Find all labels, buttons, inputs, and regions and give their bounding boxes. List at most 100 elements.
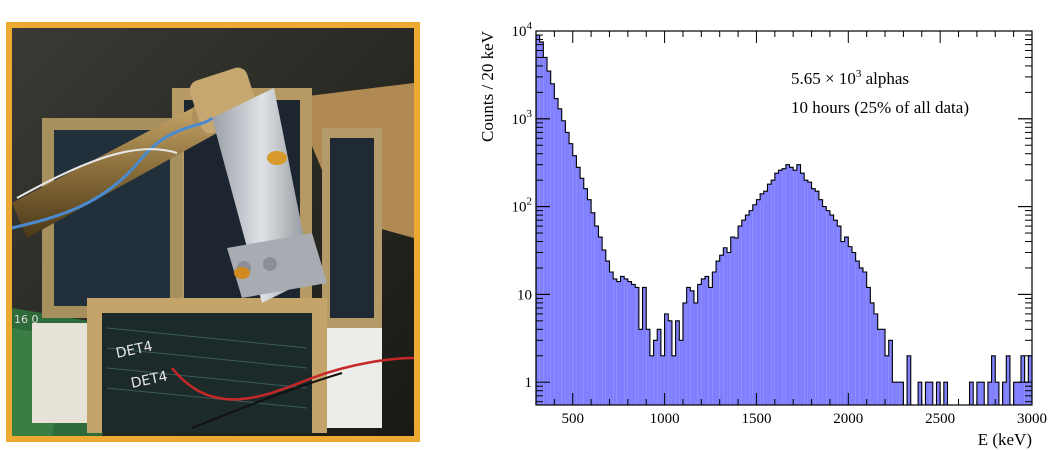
histogram-bin xyxy=(598,237,603,405)
annotation-exponent: 3 xyxy=(856,68,862,80)
tick-marks xyxy=(535,30,1033,405)
histogram-bin xyxy=(907,355,911,405)
x-tick-label: 1000 xyxy=(650,411,680,427)
histogram-bin xyxy=(859,267,863,405)
histogram-bin xyxy=(804,180,808,405)
histogram-bin xyxy=(793,170,797,405)
histogram-bin xyxy=(565,132,570,405)
histogram-bin xyxy=(602,250,606,405)
histogram-bin xyxy=(774,173,779,405)
histogram-bin xyxy=(848,246,852,405)
histogram-bin xyxy=(616,281,621,405)
histogram-bin xyxy=(749,210,753,405)
y-tick-label: 102 xyxy=(512,196,533,216)
histogram-bin xyxy=(936,382,941,405)
histogram-bin xyxy=(1006,355,1010,405)
histogram-bin xyxy=(716,261,720,405)
histogram-bin xyxy=(943,382,948,405)
histogram-bin xyxy=(829,215,834,405)
histogram-bin xyxy=(760,193,764,405)
histogram-bin xyxy=(627,281,632,405)
x-tick-label: 500 xyxy=(561,411,584,427)
x-tick-label: 1500 xyxy=(741,411,771,427)
histogram-bin xyxy=(708,287,713,405)
histogram-bin xyxy=(682,302,687,405)
histogram-bin xyxy=(693,302,698,405)
y-axis-title: Counts / 20 keV xyxy=(478,30,497,142)
histogram-bin xyxy=(554,98,559,406)
histogram-bin xyxy=(697,284,702,405)
histogram-bin xyxy=(594,226,599,405)
x-tick-label: 2000 xyxy=(833,411,863,427)
spectrum-chart-panel: 500 1000 1500 2000 2500 3000 1 10 102 103 104 E (… xyxy=(462,0,1051,450)
histogram-bin xyxy=(741,220,746,405)
histogram-bin xyxy=(539,41,544,406)
histogram-bin xyxy=(730,237,735,405)
histogram-bin xyxy=(874,313,878,405)
histogram-bin xyxy=(752,204,757,405)
histogram-bin xyxy=(1028,355,1032,405)
y-tick-label: 10 xyxy=(517,287,532,303)
histogram-bin xyxy=(646,329,650,405)
histogram-fill-layer xyxy=(535,34,1032,406)
histogram-bin xyxy=(657,329,661,405)
histogram-bin xyxy=(991,355,996,405)
histogram-bin xyxy=(885,355,889,405)
histogram-bin xyxy=(877,329,882,405)
histogram-bin xyxy=(660,355,665,405)
histogram-bin xyxy=(675,320,680,405)
histogram-bin xyxy=(833,220,838,405)
histogram-bin xyxy=(734,237,739,405)
histogram-bin xyxy=(712,271,717,405)
histogram-bin xyxy=(851,252,856,405)
histogram-bin xyxy=(870,302,875,405)
histogram-bin xyxy=(862,271,867,405)
annotation-prefix: 5.65 × 10 xyxy=(791,69,856,88)
histogram-bin xyxy=(701,278,706,405)
histogram-bin xyxy=(892,382,897,405)
histogram-bin xyxy=(738,226,742,405)
histogram-bin xyxy=(543,57,548,406)
histogram-bin xyxy=(925,382,930,405)
histogram-bin xyxy=(1020,355,1025,405)
histogram-bin xyxy=(822,206,827,405)
annotation-alpha-count: 5.65 × 103 alphas xyxy=(791,68,909,88)
plot-frame xyxy=(535,30,1033,406)
histogram-bin xyxy=(855,261,860,405)
histogram-bin xyxy=(649,355,654,405)
histogram-bin xyxy=(811,188,816,405)
histogram-bin xyxy=(572,155,577,405)
detector-photo-drawing: DET4 DET4 16 0 xyxy=(12,28,414,436)
histogram-bin xyxy=(671,355,676,405)
histogram-bin xyxy=(690,290,694,405)
histogram-bin xyxy=(918,382,922,405)
histogram-bin xyxy=(638,329,643,405)
histogram-bin xyxy=(583,188,588,405)
histogram-bin xyxy=(837,226,841,405)
histogram-bin xyxy=(576,167,581,405)
histogram-bin xyxy=(785,164,790,405)
histogram-bin xyxy=(807,182,812,405)
y-tick-label: 104 xyxy=(512,20,533,40)
histogram-bin xyxy=(800,173,805,405)
histogram-bin xyxy=(767,184,772,405)
x-tick-label: 3000 xyxy=(1017,411,1047,427)
histogram-bin xyxy=(888,340,893,405)
histogram-bin xyxy=(668,320,672,405)
board-label-3: 16 0 xyxy=(14,313,39,326)
histogram-bin xyxy=(763,191,768,405)
histogram-bin xyxy=(1002,382,1007,405)
histogram-bin xyxy=(745,215,750,405)
histogram-bin xyxy=(778,170,783,405)
histogram-bin xyxy=(631,284,636,405)
histogram-bin xyxy=(580,178,584,405)
histogram-bin xyxy=(550,83,555,405)
histogram-bin xyxy=(826,210,830,405)
histogram-bin xyxy=(789,167,794,405)
board-label: DET4 xyxy=(115,339,155,362)
histogram-bin xyxy=(987,382,992,405)
x-tick-labels: 500 1000 1500 2000 2500 3000 xyxy=(561,411,1047,427)
histogram-outline xyxy=(535,34,1032,406)
histogram-bin xyxy=(561,120,566,406)
histogram-bin xyxy=(727,252,731,405)
